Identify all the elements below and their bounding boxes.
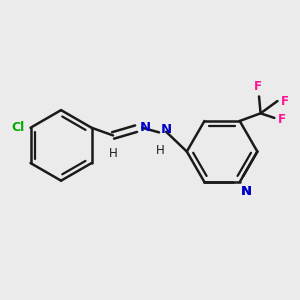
Text: N: N: [241, 185, 252, 198]
Text: N: N: [160, 123, 172, 136]
Text: F: F: [278, 113, 285, 126]
Text: H: H: [109, 147, 117, 160]
Text: F: F: [254, 80, 262, 93]
Text: N: N: [241, 185, 252, 198]
Text: Cl: Cl: [12, 121, 25, 134]
Text: N: N: [140, 121, 151, 134]
Text: F: F: [281, 94, 289, 108]
Text: H: H: [156, 144, 165, 157]
